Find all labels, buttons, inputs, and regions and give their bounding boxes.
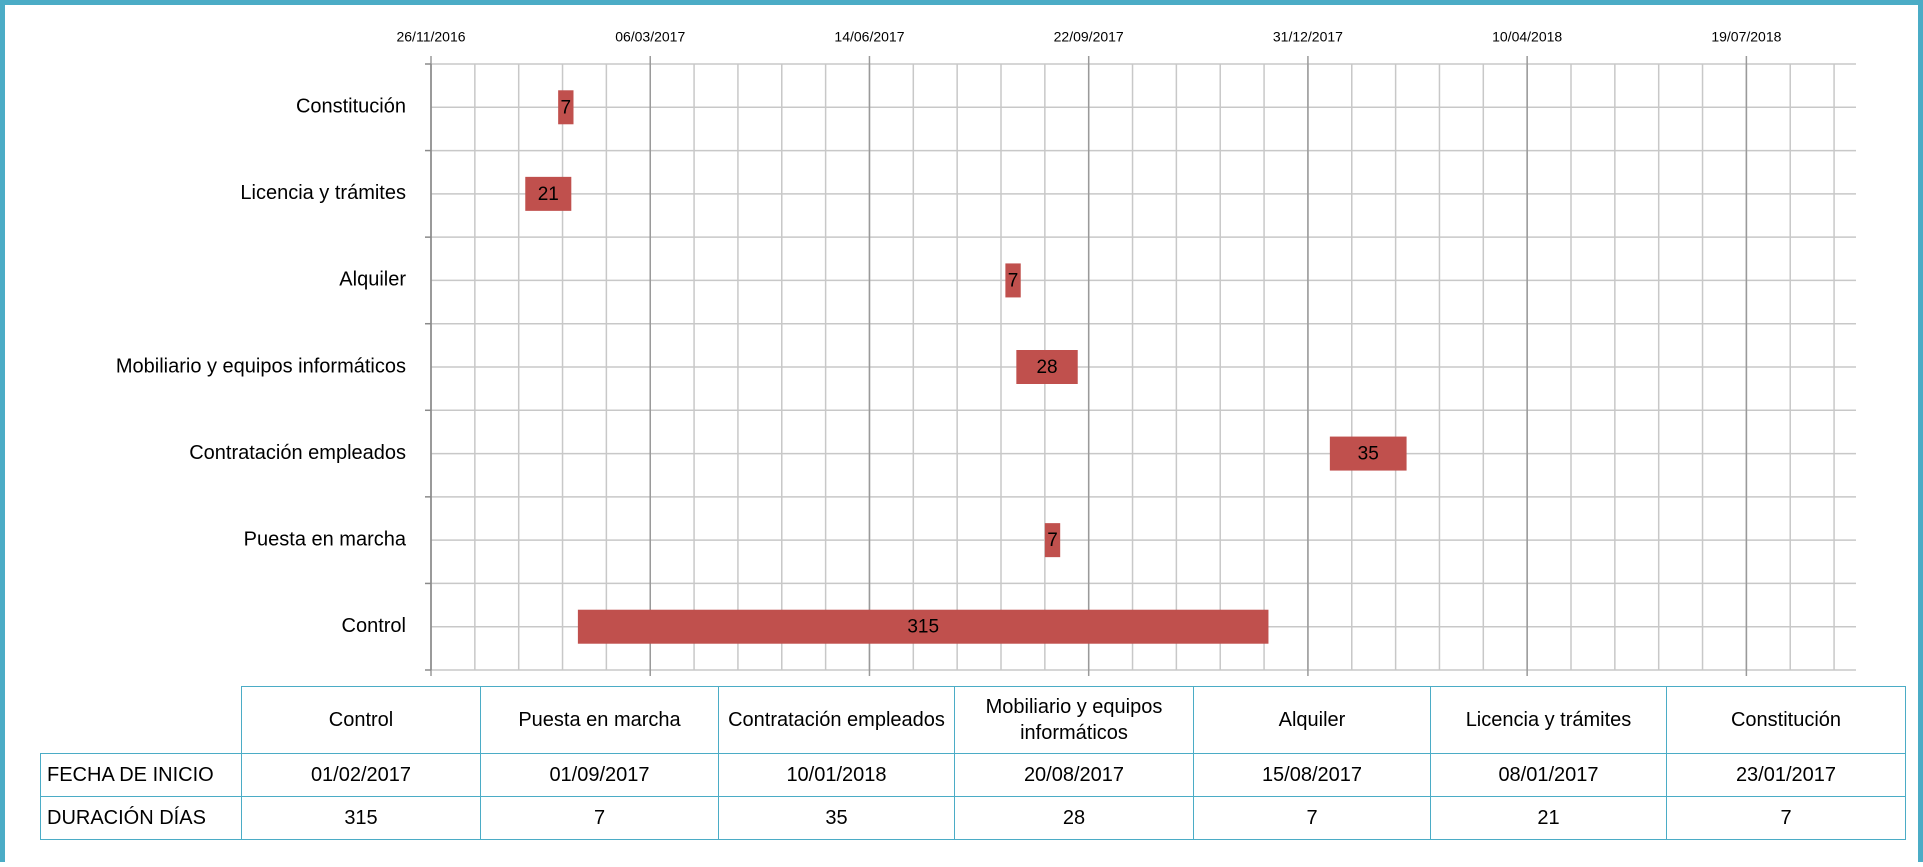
header-cell: Licencia y trámites xyxy=(1430,686,1667,754)
cell: 7 xyxy=(1666,796,1906,840)
bar xyxy=(525,176,572,211)
bar xyxy=(1016,350,1078,384)
cell: 28 xyxy=(954,796,1194,840)
category-label: Control xyxy=(342,615,406,637)
bar xyxy=(558,90,574,125)
header-cell: Control xyxy=(241,686,481,754)
row-label: FECHA DE INICIO xyxy=(40,753,242,797)
x-tick-label: 14/06/2017 xyxy=(834,29,904,45)
category-label: Puesta en marcha xyxy=(244,528,407,550)
x-tick-label: 26/11/2016 xyxy=(396,29,465,45)
header-row: Control Puesta en marcha Contratación empl… xyxy=(40,686,1906,754)
cell: 20/08/2017 xyxy=(954,753,1194,797)
header-cell: Puesta en marcha xyxy=(480,686,719,754)
data-label: 7 xyxy=(1047,530,1058,551)
data-label: 21 xyxy=(538,184,559,205)
row-label: DURACIÓN DÍAS xyxy=(40,796,242,840)
cell: 315 xyxy=(241,796,481,840)
cell: 15/08/2017 xyxy=(1193,753,1431,797)
data-label: 7 xyxy=(1008,270,1019,291)
x-tick-label: 31/12/2017 xyxy=(1273,29,1343,45)
cell: 01/02/2017 xyxy=(241,753,481,797)
category-label: Licencia y trámites xyxy=(240,182,406,204)
bar xyxy=(1044,523,1061,558)
cell: 01/09/2017 xyxy=(480,753,719,797)
x-tick-label: 06/03/2017 xyxy=(615,29,685,45)
data-label: 315 xyxy=(907,617,939,638)
bar xyxy=(1329,436,1407,471)
header-cell: Mobiliario y equipos informáticos xyxy=(954,686,1194,754)
header-cell: Alquiler xyxy=(1193,686,1431,754)
table-row: FECHA DE INICIO 01/02/2017 01/09/2017 10/01… xyxy=(40,753,1906,797)
category-label: Constitución xyxy=(296,96,406,118)
cell: 7 xyxy=(1193,796,1431,840)
x-tick-label: 10/04/2018 xyxy=(1492,29,1562,45)
category-label: Mobiliario y equipos informáticos xyxy=(116,355,406,377)
cell: 10/01/2018 xyxy=(718,753,955,797)
empty-cell xyxy=(40,686,242,754)
cell: 23/01/2017 xyxy=(1666,753,1906,797)
data-table: Control Puesta en marcha Contratación empl… xyxy=(40,686,1906,840)
table-row: DURACIÓN DÍAS 315 7 35 28 7 21 7 xyxy=(40,796,1906,840)
header-cell: Constitución xyxy=(1666,686,1906,754)
cell: 08/01/2017 xyxy=(1430,753,1667,797)
data-label: 28 xyxy=(1036,357,1057,378)
category-label: Alquiler xyxy=(339,269,406,291)
bar xyxy=(577,609,1269,644)
x-tick-label: 19/07/2018 xyxy=(1711,29,1781,45)
cell: 21 xyxy=(1430,796,1667,840)
data-label: 35 xyxy=(1358,444,1379,465)
cell: 35 xyxy=(718,796,955,840)
chart: 26/11/2016 06/03/2017 14/06/2017 22/09/2017… xyxy=(116,29,1856,676)
header-cell: Contratación empleados xyxy=(718,686,955,754)
x-tick-label: 22/09/2017 xyxy=(1054,29,1124,45)
cell: 7 xyxy=(480,796,719,840)
data-label: 7 xyxy=(561,97,572,118)
category-label: Contratación empleados xyxy=(189,442,406,464)
bar xyxy=(1005,263,1021,298)
